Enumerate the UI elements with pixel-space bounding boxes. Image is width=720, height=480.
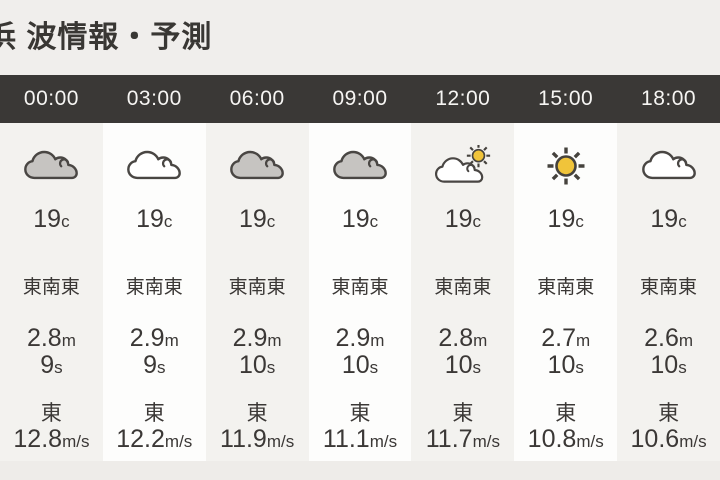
wind-direction: 東	[40, 402, 62, 425]
title-bar: 浜 波情報・予測	[0, 0, 720, 75]
wind-speed: 12.2 m/s	[116, 425, 193, 453]
forecast-column: 19 c 東南東 2.7 m 10 s 東 10.8 m/s	[514, 123, 618, 461]
forecast-column: 19 c 東南東 2.8 m 10 s 東 11.7 m/s	[411, 123, 515, 461]
wave-info: 2.7 m 10 s	[514, 310, 617, 390]
wind-direction: 東	[555, 402, 577, 425]
wave-info: 2.9 m 10 s	[206, 310, 309, 390]
wave-height: 2.6 m	[644, 324, 694, 352]
weather-icon-cell	[309, 123, 412, 205]
wind-direction: 東	[349, 402, 371, 425]
wind-info: 東 11.7 m/s	[411, 390, 514, 461]
wave-direction: 東南東	[125, 276, 183, 298]
wave-period: 10 s	[547, 351, 584, 379]
wave-period: 10 s	[444, 351, 481, 379]
cloud-outline-icon	[641, 149, 697, 183]
weather-icon-cell	[0, 123, 103, 205]
cloud-icon	[229, 149, 285, 183]
wind-info: 東 10.6 m/s	[617, 390, 720, 461]
temperature: 19 c	[444, 205, 481, 233]
wind-speed: 12.8 m/s	[13, 425, 90, 453]
wave-height: 2.9 m	[232, 324, 282, 352]
wave-direction: 東南東	[434, 276, 492, 298]
wind-speed: 10.8 m/s	[527, 425, 604, 453]
temperature: 19 c	[33, 205, 70, 233]
wind-direction: 東	[246, 402, 268, 425]
time-header: 15:00	[538, 87, 594, 110]
wave-direction: 東南東	[640, 276, 698, 298]
temperature: 19 c	[238, 205, 276, 233]
wave-period: 10 s	[650, 351, 687, 379]
wind-info: 東 12.2 m/s	[103, 390, 206, 461]
weather-icon-cell	[411, 123, 514, 205]
time-header: 12:00	[435, 87, 491, 110]
wind-info: 東 10.8 m/s	[514, 390, 617, 461]
wind-speed: 11.1 m/s	[322, 425, 398, 453]
wind-speed: 10.6 m/s	[630, 425, 707, 453]
cloud-outline-icon	[126, 149, 182, 183]
time-header-row: 00:00 03:00 06:00 09:00 12:00 15:00 18:0…	[0, 75, 720, 123]
temperature: 19 c	[136, 205, 173, 233]
wind-speed: 11.9 m/s	[220, 425, 295, 453]
wave-direction: 東南東	[537, 276, 595, 298]
wave-height: 2.9 m	[129, 324, 179, 352]
weather-icon-cell	[514, 123, 617, 205]
wave-height: 2.8 m	[438, 324, 488, 352]
weather-icon-cell	[103, 123, 206, 205]
wave-info: 2.9 m 10 s	[309, 310, 412, 390]
weather-icon-cell	[617, 123, 720, 205]
wave-period: 10 s	[238, 351, 276, 379]
forecast-column: 19 c 東南東 2.6 m 10 s 東 10.6 m/s	[617, 123, 720, 461]
wave-direction: 東南東	[331, 276, 389, 298]
wave-height: 2.7 m	[541, 324, 591, 352]
wave-period: 10 s	[341, 351, 379, 379]
sun-cloud-icon	[434, 144, 491, 183]
temperature: 19 c	[341, 205, 379, 233]
cloud-icon	[332, 149, 388, 183]
wave-height: 2.9 m	[335, 324, 385, 352]
cloud-icon	[23, 149, 79, 183]
time-header: 18:00	[641, 87, 697, 110]
wave-info: 2.8 m 10 s	[411, 310, 514, 390]
wind-direction: 東	[658, 402, 680, 425]
wave-info: 2.6 m 10 s	[617, 310, 720, 390]
sun-icon	[546, 146, 586, 186]
wave-direction: 東南東	[22, 276, 80, 298]
time-header: 00:00	[23, 87, 79, 110]
temperature: 19 c	[650, 205, 687, 233]
wind-direction: 東	[452, 402, 474, 425]
weather-icon-cell	[206, 123, 309, 205]
forecast-column: 19 c 東南東 2.9 m 10 s 東 11.9 m/s	[205, 123, 309, 461]
page-title: 浜 波情報・予測	[0, 21, 213, 54]
wave-height: 2.8 m	[26, 324, 76, 352]
forecast-column: 19 c 東南東 2.9 m 10 s 東 11.1 m/s	[308, 123, 412, 461]
time-header: 06:00	[229, 87, 285, 110]
wave-direction: 東南東	[228, 276, 286, 298]
wind-speed: 11.7 m/s	[425, 425, 500, 453]
time-header: 09:00	[332, 87, 388, 110]
wind-info: 東 12.8 m/s	[0, 390, 103, 461]
temperature: 19 c	[547, 205, 584, 233]
wind-direction: 東	[143, 402, 165, 425]
time-header: 03:00	[126, 87, 182, 110]
wind-info: 東 11.9 m/s	[206, 390, 309, 461]
wind-info: 東 11.1 m/s	[309, 390, 412, 461]
